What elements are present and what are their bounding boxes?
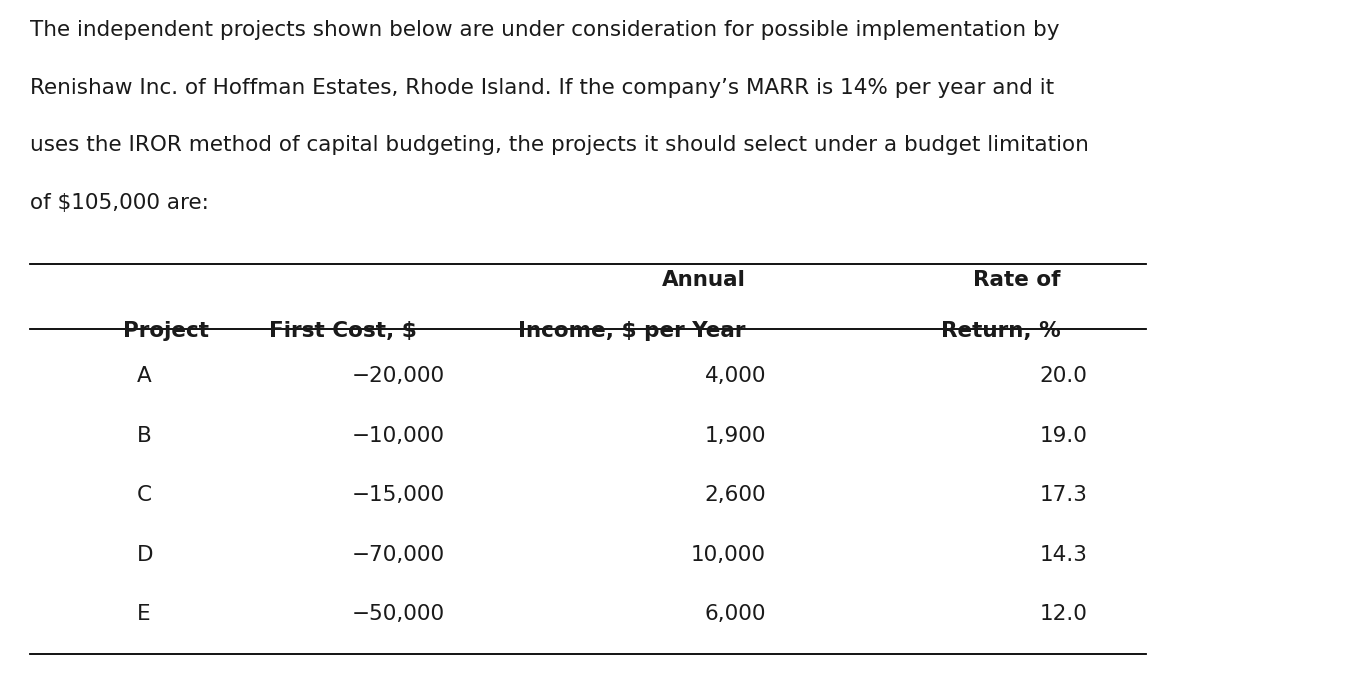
Text: D: D <box>137 545 153 565</box>
Text: 10,000: 10,000 <box>691 545 766 565</box>
Text: −10,000: −10,000 <box>352 426 445 446</box>
Text: −50,000: −50,000 <box>352 604 445 625</box>
Text: B: B <box>137 426 152 446</box>
Text: of $105,000 are:: of $105,000 are: <box>30 193 209 213</box>
Text: E: E <box>137 604 150 625</box>
Text: 2,600: 2,600 <box>705 485 766 506</box>
Text: −15,000: −15,000 <box>352 485 445 506</box>
Text: 1,900: 1,900 <box>705 426 766 446</box>
Text: 6,000: 6,000 <box>705 604 766 625</box>
Text: Renishaw Inc. of Hoffman Estates, Rhode Island. If the company’s MARR is 14% per: Renishaw Inc. of Hoffman Estates, Rhode … <box>30 78 1055 98</box>
Text: 17.3: 17.3 <box>1040 485 1088 506</box>
Text: Annual: Annual <box>662 270 746 291</box>
Text: The independent projects shown below are under consideration for possible implem: The independent projects shown below are… <box>30 20 1060 41</box>
Text: −70,000: −70,000 <box>352 545 445 565</box>
Text: Return, %: Return, % <box>941 321 1060 341</box>
Text: First Cost, $: First Cost, $ <box>269 321 417 341</box>
Text: 19.0: 19.0 <box>1040 426 1088 446</box>
Text: 12.0: 12.0 <box>1040 604 1088 625</box>
Text: 4,000: 4,000 <box>705 366 766 387</box>
Text: −20,000: −20,000 <box>352 366 445 387</box>
Text: C: C <box>137 485 152 506</box>
Text: 20.0: 20.0 <box>1040 366 1088 387</box>
Text: Income, $ per Year: Income, $ per Year <box>518 321 746 341</box>
Text: Rate of: Rate of <box>973 270 1060 291</box>
Text: A: A <box>137 366 152 387</box>
Text: 14.3: 14.3 <box>1040 545 1088 565</box>
Text: uses the IROR method of capital budgeting, the projects it should select under a: uses the IROR method of capital budgetin… <box>30 135 1089 155</box>
Text: Project: Project <box>123 321 209 341</box>
